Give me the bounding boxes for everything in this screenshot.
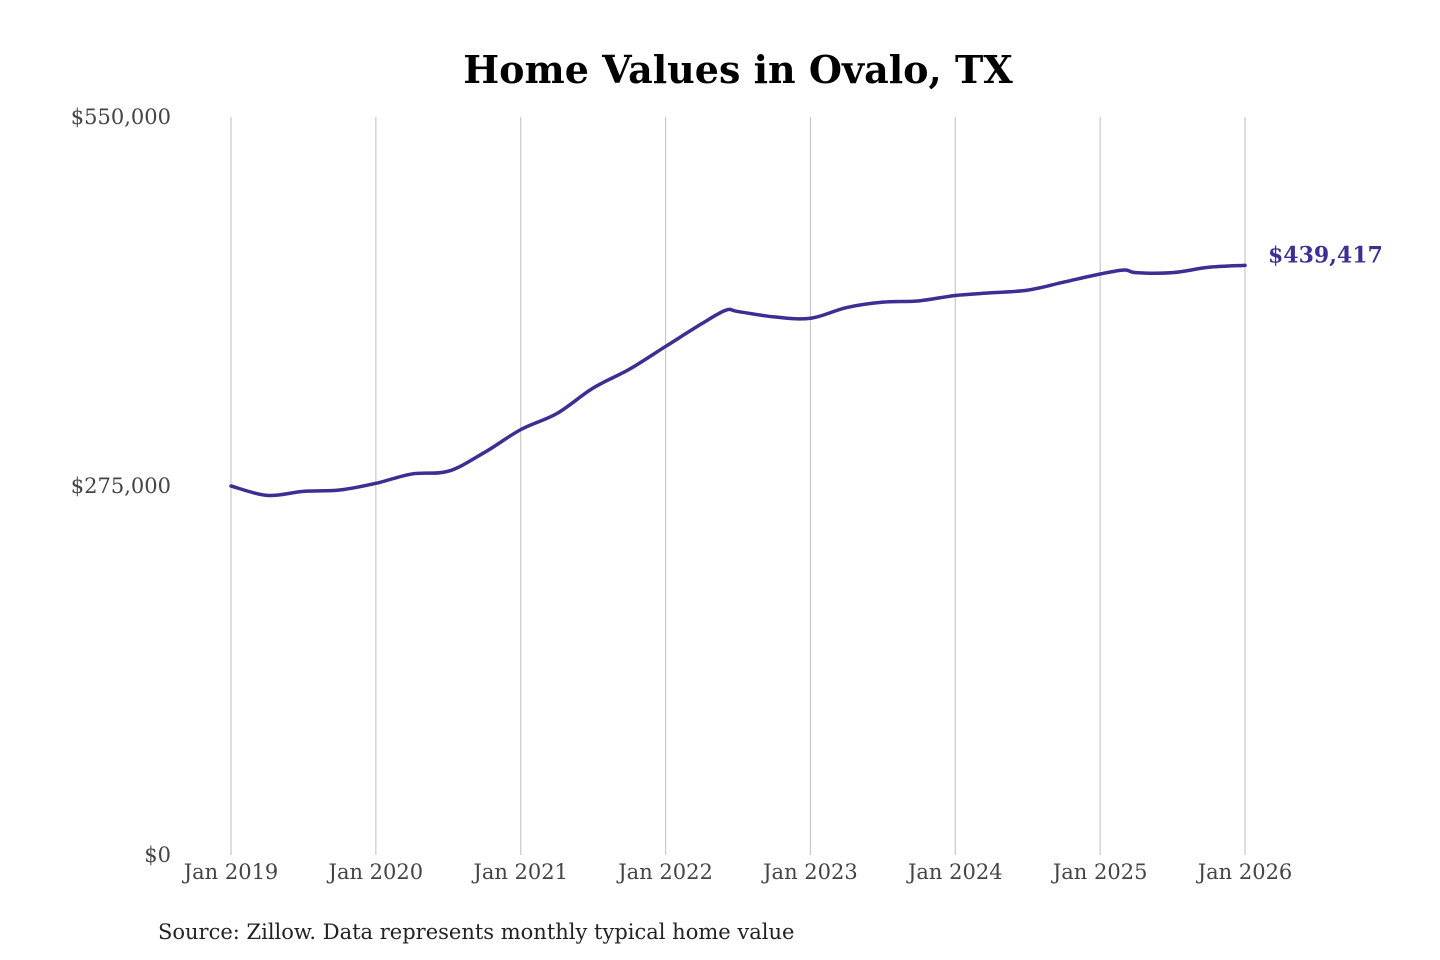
y-tick-label: $0: [144, 843, 171, 867]
x-tick-label: Jan 2020: [327, 860, 424, 884]
x-tick-label: Jan 2023: [761, 860, 858, 884]
x-tick-label: Jan 2024: [906, 860, 1003, 884]
series-line-0: [229, 263, 1247, 498]
grid-lines: [230, 117, 1246, 855]
y-tick-label: $550,000: [71, 105, 171, 129]
x-tick-label: Jan 2026: [1196, 860, 1293, 884]
x-tick-label: Jan 2025: [1051, 860, 1148, 884]
x-tick-label: Jan 2019: [182, 860, 279, 884]
chart-title: Home Values in Ovalo, TX: [463, 47, 1013, 92]
series-layer: [229, 263, 1247, 498]
y-tick-label: $275,000: [71, 474, 171, 498]
x-axis-tick-labels: Jan 2019 Jan 2020 Jan 2021 Jan 2022 Jan 2023…: [182, 860, 1293, 884]
y-axis-tick-labels: $0 $275,000 $550,000: [71, 105, 171, 867]
end-value-label: $439,417: [1268, 242, 1383, 268]
x-tick-label: Jan 2021: [471, 860, 568, 884]
source-note: Source: Zillow. Data represents monthly …: [158, 920, 794, 944]
x-tick-label: Jan 2022: [616, 860, 713, 884]
